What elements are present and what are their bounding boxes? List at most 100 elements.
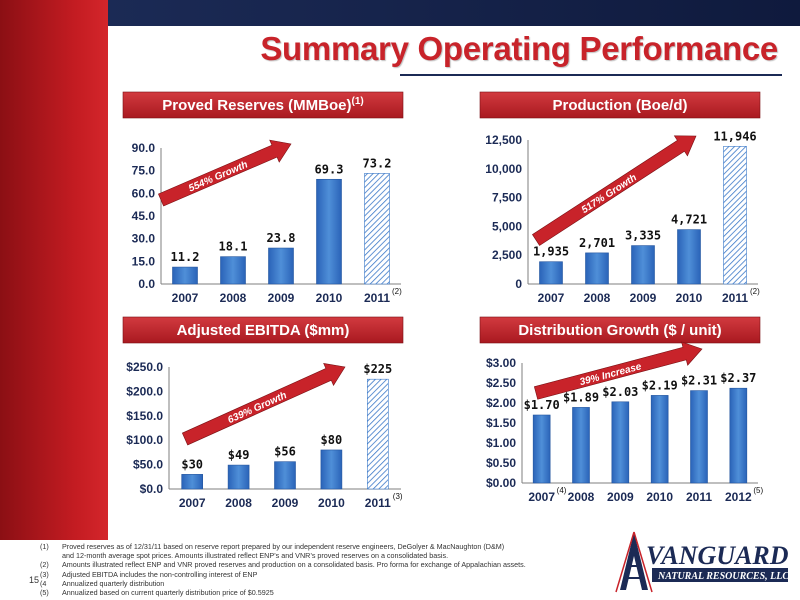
y-tick-label: 75.0: [132, 164, 156, 178]
data-label: $1.89: [563, 390, 599, 404]
y-tick-label: $2.00: [486, 396, 516, 410]
title-underline: [400, 74, 782, 76]
y-tick-label: $2.50: [486, 376, 516, 390]
data-label: 23.8: [267, 231, 296, 245]
y-tick-label: 0.0: [138, 277, 155, 291]
bar: [532, 414, 551, 484]
y-tick-label: $3.00: [486, 356, 516, 370]
category-note: (4): [557, 486, 567, 495]
data-label: $2.19: [642, 378, 678, 392]
y-tick-label: $0.50: [486, 456, 516, 470]
data-label: 4,721: [671, 213, 707, 227]
chart-svg: Distribution Growth ($ / unit) $0.00 $0.50…: [479, 316, 763, 504]
y-tick-label: $100.0: [126, 433, 163, 447]
category-note: (2): [750, 287, 760, 296]
x-tick-label: 2008: [225, 496, 252, 510]
x-tick-label: 2009: [272, 496, 299, 510]
category-note: (2): [392, 287, 402, 296]
y-tick-label: 60.0: [132, 186, 156, 200]
panel-header: [122, 316, 404, 344]
category-note: (5): [753, 486, 763, 495]
bar: [268, 247, 294, 285]
bar: [611, 401, 630, 484]
footnote-1: (1) Proved reserves as of 12/31/11 based …: [40, 542, 505, 551]
bar: [539, 261, 563, 285]
y-tick-label: $200.0: [126, 384, 163, 398]
data-label: $2.31: [681, 374, 717, 388]
y-tick-label: $150.0: [126, 409, 163, 423]
x-tick-label: 2012: [725, 490, 752, 504]
logo-line2: NATURAL RESOURCES, LLC: [657, 571, 789, 582]
bar: [274, 461, 296, 490]
bar: [631, 245, 655, 285]
footnote-4: (4 Annualized quarterly distribution: [40, 578, 165, 588]
y-tick-label: 12,500: [485, 133, 522, 147]
data-label: $80: [321, 433, 343, 447]
growth-arrow: 554% Growth: [158, 139, 292, 207]
chart-production: Production (Boe/d) 0 2,500 5,000 7,500 10,000…: [470, 88, 770, 306]
y-tick-label: 10,000: [485, 162, 522, 176]
bar: [320, 449, 343, 490]
bar: [677, 229, 701, 285]
x-tick-label: 2011: [722, 291, 748, 305]
x-tick-label: 2007: [179, 496, 206, 510]
y-tick-label: 0: [515, 277, 522, 291]
footnotes: (1) Proved reserves as of 12/31/11 based …: [40, 542, 600, 597]
chart-distribution-growth: Distribution Growth ($ / unit) $0.00 $0.50…: [470, 313, 770, 518]
chart-title: Production (Boe/d): [553, 97, 688, 114]
footnote-3: (3) Adjusted EBITDA includes the non-cont…: [40, 569, 258, 579]
bar: [690, 390, 708, 484]
bar: [585, 252, 609, 285]
x-tick-label: 2011: [686, 490, 712, 504]
footnote-5: (5) Annualized based on current quarterly…: [40, 588, 274, 598]
footnote-1-cont: and 12-month average spot prices. Amount…: [62, 551, 449, 561]
data-label: $30: [181, 457, 203, 471]
y-tick-label: 2,500: [492, 248, 522, 262]
x-tick-label: 2008: [220, 291, 247, 305]
bar: [572, 407, 590, 484]
footnote-2: (2) Amounts illustrated reflect ENP and V…: [40, 560, 526, 570]
x-tick-label: 2007: [528, 490, 555, 504]
growth-label: 517% Growth: [580, 172, 639, 216]
data-label: $2.03: [602, 385, 638, 399]
x-tick-label: 2011: [365, 496, 391, 510]
y-tick-label: $50.0: [133, 458, 163, 472]
bar: [367, 378, 389, 490]
derrick-icon: [615, 531, 653, 593]
y-tick-label: $250.0: [126, 360, 163, 374]
data-label: 2,701: [579, 236, 615, 250]
x-tick-label: 2010: [316, 291, 343, 305]
bar: [181, 474, 203, 490]
bar: [227, 464, 250, 490]
y-tick-label: $0.0: [140, 482, 164, 496]
x-tick-label: 2007: [538, 291, 565, 305]
y-tick-label: $1.50: [486, 416, 516, 430]
chart-svg: Production (Boe/d) 0 2,500 5,000 7,500 10,000…: [479, 91, 761, 305]
logo-band: [652, 568, 788, 582]
vanguard-logo: VANGUARD NATURAL RESOURCES, LLC: [612, 526, 792, 596]
x-tick-label: 2008: [584, 291, 611, 305]
y-tick-label: 15.0: [132, 254, 156, 268]
x-tick-label: 2011: [364, 291, 390, 305]
y-tick-label: 90.0: [132, 141, 156, 155]
panel-header: [479, 91, 761, 119]
page-number: 15: [29, 575, 40, 585]
bar: [316, 178, 342, 285]
data-label: $56: [274, 445, 296, 459]
data-label: 69.3: [315, 162, 344, 176]
data-label: $2.37: [720, 371, 756, 385]
data-label: $49: [228, 448, 250, 462]
chart-svg: Adjusted EBITDA ($mm) $0.0 $50.0 $100.0 $150…: [122, 316, 404, 510]
data-label: 11,946: [713, 129, 756, 143]
x-tick-label: 2010: [318, 496, 345, 510]
chart-svg: Proved Reserves (MMBoe)(1) 0.0 15.0 30.0 45.…: [122, 91, 404, 305]
data-label: 18.1: [219, 240, 248, 254]
data-label: 3,335: [625, 229, 661, 243]
y-tick-label: 7,500: [492, 191, 522, 205]
growth-arrow: 517% Growth: [532, 135, 697, 246]
panel-header: [479, 316, 761, 344]
x-tick-label: 2010: [676, 291, 703, 305]
top-navy-bar: [108, 0, 800, 26]
x-tick-label: 2009: [268, 291, 295, 305]
data-label: 11.2: [171, 250, 200, 264]
